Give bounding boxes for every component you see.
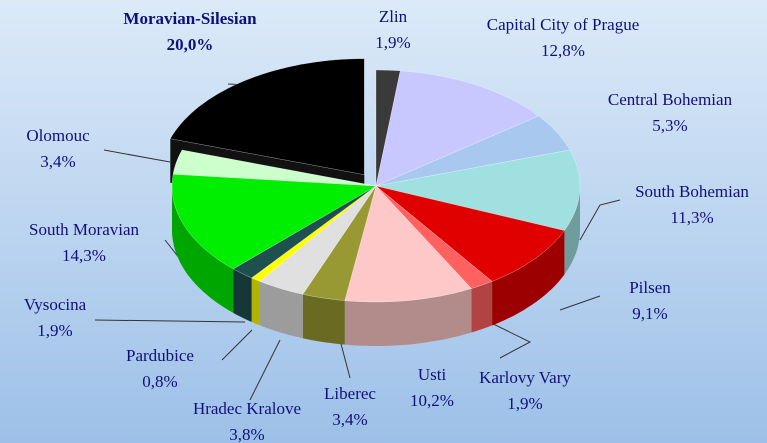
slice-side-shade [233,268,252,322]
slice-side-shade [344,288,472,346]
slice-side-shade [259,281,303,339]
leader-line [249,339,281,401]
slice-label: Liberec [324,384,376,403]
slice-label: Central Bohemian [608,90,733,109]
slice-label: Moravian-Silesian [123,9,257,28]
slice-side-shade [471,281,493,333]
slice-side [492,230,565,326]
slice-side-shade [172,186,234,313]
slice-side [172,186,234,313]
slice-label: Pardubice [126,346,194,365]
slice-side [233,268,252,322]
slice-side-shade [251,277,260,326]
slice-side [344,288,472,346]
slice-value-label: 3,8% [229,425,264,443]
slice-label: Usti [418,365,447,384]
slice-value-label: 1,9% [375,33,410,52]
slice-side [564,186,580,275]
slice [375,70,540,187]
leader-line [339,339,351,379]
slice-value-label: 0,8% [142,372,177,391]
slice-side [302,294,345,345]
slice-value-label: 1,9% [37,321,72,340]
leader-line [579,199,621,241]
slice [259,185,377,295]
slice-label: Capital City of Prague [487,15,640,34]
slice-label: Hradec Kralove [193,399,301,418]
slice [172,149,377,187]
leader-line [559,295,601,311]
slice-label: South Moravian [29,220,140,239]
slice-label: Zlin [379,7,408,26]
slice-value-label: 10,2% [410,391,454,410]
slice-value-label: 14,3% [62,246,106,265]
slice [344,185,472,303]
slice-value-label: 3,4% [40,152,75,171]
slice-label: Olomouc [26,126,90,145]
slice-value-label: 11,3% [670,208,713,227]
leader-line [94,319,246,323]
slice-label: Vysocina [24,295,87,314]
slice [375,115,571,187]
slice-value-label: 12,8% [541,41,585,60]
slice-side-shade [564,186,580,275]
slice-side [251,277,260,326]
slice [169,58,365,176]
slice-value-label: 20,0% [167,35,214,54]
leader-line [103,149,171,163]
slice-label: South Bohemian [635,182,749,201]
slice-value-label: 5,3% [652,116,687,135]
slice [171,173,377,270]
slice-value-label: 9,1% [632,304,667,323]
slice-value-label: 1,9% [507,394,542,413]
slice-side-shade [302,294,345,345]
leader-line [221,329,253,361]
slice-side [471,281,493,333]
leader-line [484,319,532,359]
slice [375,185,565,282]
slice-value-label: 3,4% [332,410,367,429]
slice [375,149,581,231]
slice [302,185,377,301]
slice-label: Karlovy Vary [479,368,571,387]
slice-side-shade [492,230,565,326]
slice-side [259,281,303,339]
slice-label: Pilsen [629,278,671,297]
